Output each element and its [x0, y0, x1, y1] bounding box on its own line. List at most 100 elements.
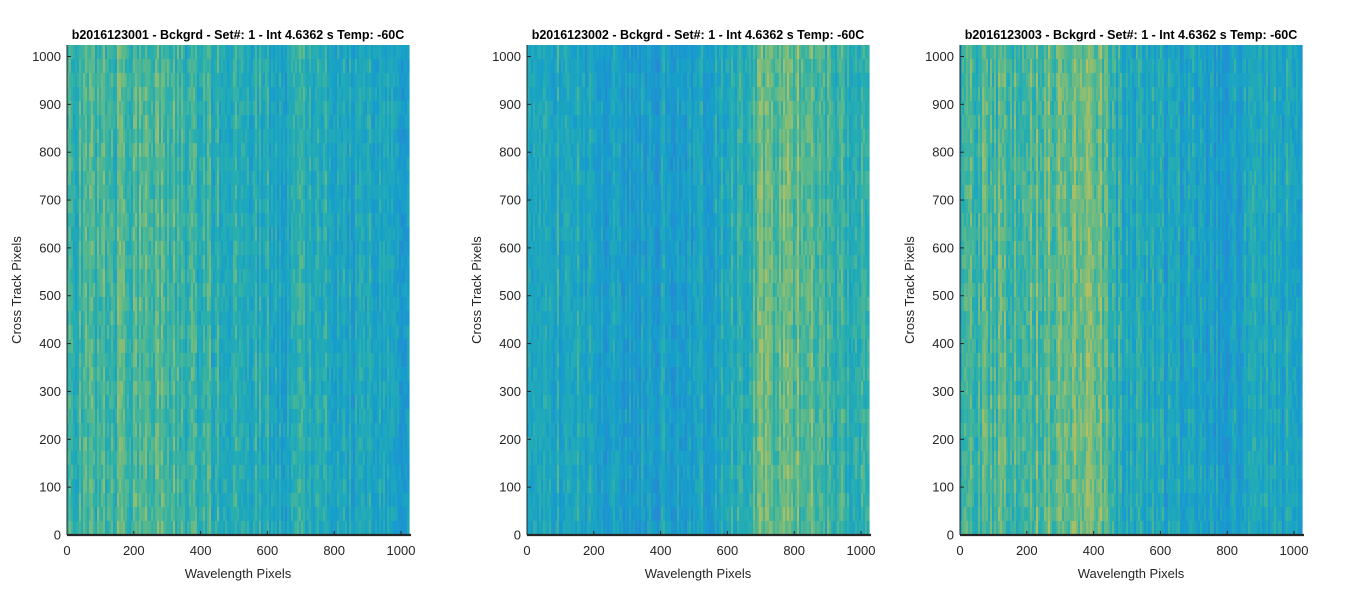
- heatmap-cell: [285, 227, 288, 242]
- heatmap-cell: [223, 367, 226, 382]
- heatmap-cell: [319, 143, 322, 158]
- heatmap-cell: [343, 255, 346, 270]
- heatmap-cell: [81, 521, 84, 536]
- heatmap-cell: [85, 87, 88, 102]
- heatmap-cell: [289, 395, 292, 410]
- heatmap-cell: [293, 465, 296, 480]
- heatmap-cell: [223, 507, 226, 522]
- heatmap-cell: [347, 493, 350, 508]
- heatmap-cell: [251, 87, 254, 102]
- heatmap-cell: [185, 157, 188, 172]
- heatmap-cell: [127, 171, 130, 186]
- heatmap-cell: [283, 381, 286, 396]
- heatmap-cell: [77, 297, 80, 312]
- heatmap-cell: [299, 45, 302, 60]
- heatmap-cell: [301, 241, 304, 256]
- heatmap-cell: [155, 143, 158, 158]
- heatmap-cell: [345, 171, 348, 186]
- heatmap-cell: [243, 199, 246, 214]
- heatmap-cell: [165, 311, 168, 326]
- heatmap-cell: [315, 381, 318, 396]
- heatmap-cell: [293, 409, 296, 424]
- heatmap-cell: [331, 325, 334, 340]
- heatmap-cell: [241, 171, 244, 186]
- heatmap-cell: [281, 87, 284, 102]
- heatmap-cell: [231, 255, 234, 270]
- heatmap-cell: [105, 129, 108, 144]
- heatmap-cell: [319, 381, 322, 396]
- heatmap-cell: [127, 311, 130, 326]
- heatmap-cell: [261, 521, 264, 536]
- heatmap-cell: [203, 227, 206, 242]
- heatmap-cell: [249, 87, 252, 102]
- heatmap-cell: [323, 45, 326, 60]
- heatmap-cell: [293, 59, 296, 74]
- heatmap-cell: [317, 59, 320, 74]
- heatmap-cell: [327, 185, 330, 200]
- heatmap-cell: [335, 87, 338, 102]
- heatmap-cell: [107, 115, 110, 130]
- heatmap-cell: [205, 143, 208, 158]
- heatmap-cell: [341, 353, 344, 368]
- heatmap-cell: [197, 143, 200, 158]
- heatmap-cell: [91, 129, 94, 144]
- heatmap-cell: [175, 367, 178, 382]
- heatmap-cell: [299, 143, 302, 158]
- heatmap-cell: [269, 465, 272, 480]
- heatmap-cell: [193, 213, 196, 228]
- heatmap-cell: [137, 521, 140, 536]
- heatmap-cell: [145, 493, 148, 508]
- heatmap-cell: [181, 129, 184, 144]
- heatmap-cell: [151, 409, 154, 424]
- heatmap-cell: [303, 101, 306, 116]
- heatmap-cell: [187, 73, 190, 88]
- heatmap-cell: [331, 171, 334, 186]
- heatmap-cell: [173, 185, 176, 200]
- heatmap-cell: [211, 381, 214, 396]
- heatmap-cell: [345, 129, 348, 144]
- heatmap-cell: [139, 59, 142, 74]
- heatmap-cell: [181, 227, 184, 242]
- heatmap-cell: [225, 423, 228, 438]
- heatmap-cell: [165, 213, 168, 228]
- heatmap-cell: [143, 269, 146, 284]
- heatmap-cell: [67, 213, 70, 228]
- heatmap-cell: [257, 129, 260, 144]
- heatmap-cell: [243, 269, 246, 284]
- heatmap-cell: [173, 409, 176, 424]
- heatmap-cell: [299, 493, 302, 508]
- heatmap-cell: [255, 45, 258, 60]
- heatmap-cell: [205, 45, 208, 60]
- heatmap-cell: [151, 521, 154, 536]
- heatmap-cell: [275, 325, 278, 340]
- heatmap-cell: [193, 269, 196, 284]
- heatmap-cell: [275, 143, 278, 158]
- heatmap-cell: [297, 325, 300, 340]
- heatmap-cell: [247, 185, 250, 200]
- heatmap-cell: [119, 129, 122, 144]
- heatmap-cell: [245, 255, 248, 270]
- heatmap-cell: [149, 227, 152, 242]
- heatmap-cell: [195, 451, 198, 466]
- heatmap-cell: [145, 423, 148, 438]
- heatmap-cell: [295, 423, 298, 438]
- heatmap-cell: [201, 353, 204, 368]
- heatmap-cell: [245, 45, 248, 60]
- heatmap-cell: [93, 255, 96, 270]
- heatmap-cell: [235, 227, 238, 242]
- heatmap-cell: [73, 409, 76, 424]
- heatmap-cell: [329, 395, 332, 410]
- heatmap-cell: [79, 451, 82, 466]
- heatmap-cell: [297, 255, 300, 270]
- heatmap-cell: [221, 241, 224, 256]
- heatmap-cell: [343, 451, 346, 466]
- heatmap-cell: [235, 297, 238, 312]
- heatmap-cell: [161, 381, 164, 396]
- heatmap-cell: [327, 227, 330, 242]
- heatmap-cell: [235, 59, 238, 74]
- heatmap-cell: [113, 269, 116, 284]
- heatmap-cell: [173, 101, 176, 116]
- heatmap-cell: [119, 45, 122, 60]
- heatmap-cell: [233, 185, 236, 200]
- heatmap-cell: [257, 423, 260, 438]
